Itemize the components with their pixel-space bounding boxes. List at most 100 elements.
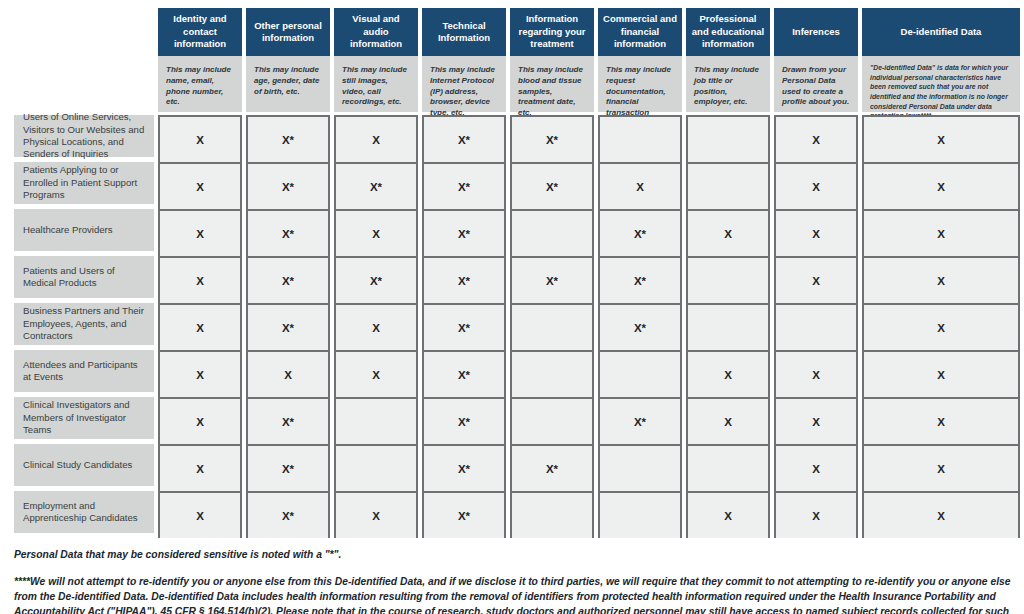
data-cell (598, 350, 682, 397)
row-label: Healthcare Providers (14, 209, 154, 256)
data-cell: X (862, 397, 1020, 444)
data-cell: X* (422, 256, 506, 303)
data-cell: X (598, 162, 682, 209)
data-cell: X (158, 350, 242, 397)
data-cell: X* (422, 397, 506, 444)
row-label: Clinical Study Candidates (14, 444, 154, 491)
data-cell: X* (246, 115, 330, 162)
data-cell: X (686, 491, 770, 538)
data-cell (686, 256, 770, 303)
column-header: Visual and audio information (334, 8, 418, 56)
column-description: This may include still images, video, ca… (334, 56, 418, 112)
data-cell: X (158, 303, 242, 350)
data-cell: X* (246, 303, 330, 350)
column-description: This may include Internet Protocol (IP) … (422, 56, 506, 112)
footnote-deidentified: ****We will not attempt to re-identify y… (14, 575, 1012, 614)
data-cell: X (158, 256, 242, 303)
data-cell: X* (422, 491, 506, 538)
data-cell: X (862, 162, 1020, 209)
data-cell (598, 115, 682, 162)
data-cell: X (334, 303, 418, 350)
data-cell: X (158, 115, 242, 162)
data-cell (686, 303, 770, 350)
column-description: This may include request documentation, … (598, 56, 682, 112)
data-cell: X* (422, 162, 506, 209)
data-cell: X* (422, 209, 506, 256)
row-label: Users of Online Services, Visitors to Ou… (14, 115, 154, 162)
data-cell: X (862, 256, 1020, 303)
data-cell: X (862, 350, 1020, 397)
footnote-sensitive: Personal Data that may be considered sen… (14, 548, 1012, 562)
data-cell (510, 491, 594, 538)
data-cell: X (686, 209, 770, 256)
data-cell: X (774, 444, 858, 491)
data-cell (334, 444, 418, 491)
data-cell: X* (510, 115, 594, 162)
data-cell (334, 397, 418, 444)
personal-data-table: Identity and contact informationThis may… (14, 8, 1020, 538)
row-label: Employment and Apprenticeship Candidates (14, 491, 154, 538)
data-cell (598, 444, 682, 491)
data-cell (686, 444, 770, 491)
data-cell: X (334, 491, 418, 538)
data-cell: X (774, 256, 858, 303)
row-label: Clinical Investigators and Members of In… (14, 397, 154, 444)
data-cell: X (158, 397, 242, 444)
data-cell (686, 115, 770, 162)
data-cell (510, 397, 594, 444)
data-cell (686, 162, 770, 209)
column-header: Professional and educational information (686, 8, 770, 56)
data-cell: X* (598, 256, 682, 303)
data-cell: X* (246, 491, 330, 538)
column-header: Other personal information (246, 8, 330, 56)
data-cell (510, 209, 594, 256)
data-cell: X (774, 115, 858, 162)
data-cell: X (246, 350, 330, 397)
data-cell: X* (246, 256, 330, 303)
footnotes: Personal Data that may be considered sen… (14, 548, 1012, 614)
column-header: Information regarding your treatment (510, 8, 594, 56)
column-description: "De-identified Data" is data for which y… (862, 56, 1020, 112)
data-cell: X* (246, 397, 330, 444)
data-cell (598, 491, 682, 538)
data-cell: X* (510, 256, 594, 303)
data-cell: X* (246, 162, 330, 209)
data-cell: X* (422, 115, 506, 162)
row-label: Patients Applying to or Enrolled in Pati… (14, 162, 154, 209)
data-cell (510, 350, 594, 397)
data-cell: X* (422, 303, 506, 350)
data-cell: X (774, 209, 858, 256)
data-cell: X (158, 162, 242, 209)
data-cell: X* (598, 303, 682, 350)
row-label: Business Partners and Their Employees, A… (14, 303, 154, 350)
data-cell: X* (598, 397, 682, 444)
column-header: Inferences (774, 8, 858, 56)
data-cell: X (334, 115, 418, 162)
column-description: This may include job title or position, … (686, 56, 770, 112)
row-label: Patients and Users of Medical Products (14, 256, 154, 303)
data-cell: X (862, 303, 1020, 350)
data-cell: X (774, 162, 858, 209)
data-cell: X* (422, 444, 506, 491)
data-cell: X* (334, 256, 418, 303)
data-cell: X (686, 350, 770, 397)
data-cell: X* (598, 209, 682, 256)
column-header: De-identified Data (862, 8, 1020, 56)
data-cell: X* (334, 162, 418, 209)
data-cell: X (334, 350, 418, 397)
data-cell: X* (246, 444, 330, 491)
data-cell: X (774, 397, 858, 444)
data-cell: X (862, 115, 1020, 162)
data-cell: X (862, 209, 1020, 256)
data-cell: X* (422, 350, 506, 397)
data-cell: X (334, 209, 418, 256)
column-description: This may include blood and tissue sample… (510, 56, 594, 112)
data-cell: X (862, 444, 1020, 491)
column-description: This may include age, gender, date of bi… (246, 56, 330, 112)
data-cell: X* (246, 209, 330, 256)
row-label: Attendees and Participants at Events (14, 350, 154, 397)
data-cell: X (774, 491, 858, 538)
column-description: Drawn from your Personal Data used to cr… (774, 56, 858, 112)
data-cell: X (158, 444, 242, 491)
data-cell (774, 303, 858, 350)
